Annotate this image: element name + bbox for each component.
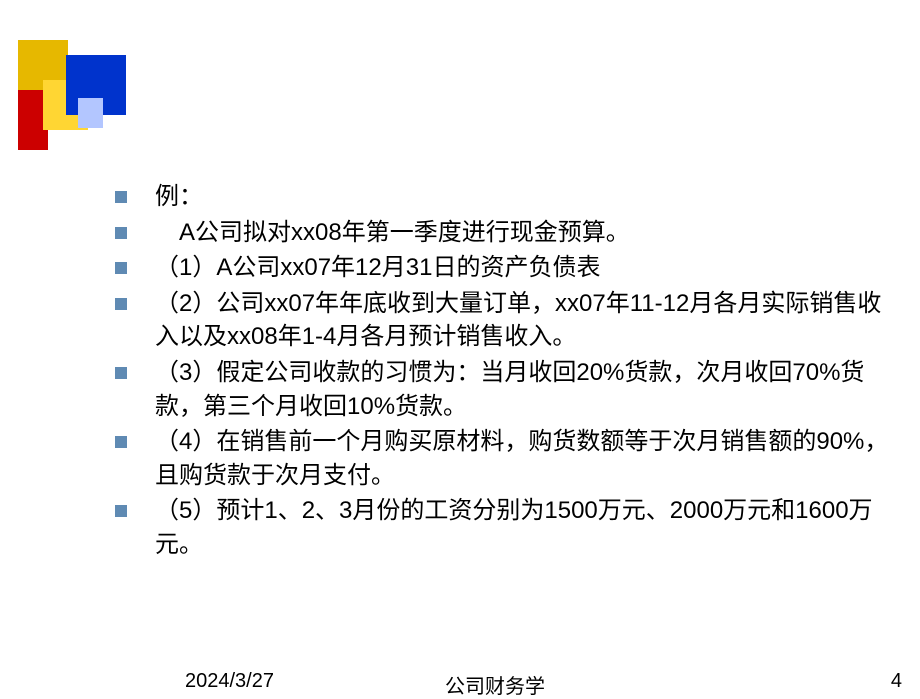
bullet-icon (115, 436, 127, 448)
slide-content: 例： A公司拟对xx08年第一季度进行现金预算。（1）A公司xx07年12月31… (115, 180, 890, 564)
bullet-icon (115, 367, 127, 379)
list-item: （2）公司xx07年年底收到大量订单，xx07年11-12月各月实际销售收入以及… (115, 287, 890, 354)
bullet-icon (115, 191, 127, 203)
bullet-icon (115, 227, 127, 239)
list-item: （3）假定公司收款的习惯为：当月收回20%货款，次月收回70%货款，第三个月收回… (115, 356, 890, 423)
list-item: （5）预计1、2、3月份的工资分别为1500万元、2000万元和1600万元。 (115, 494, 890, 561)
bullet-icon (115, 505, 127, 517)
decoration-block (78, 98, 103, 128)
list-item: 例： (115, 180, 890, 214)
list-item-text: A公司拟对xx08年第一季度进行现金预算。 (155, 216, 630, 250)
list-item-text: （1）A公司xx07年12月31日的资产负债表 (155, 251, 600, 285)
list-item-text: （5）预计1、2、3月份的工资分别为1500万元、2000万元和1600万元。 (155, 494, 890, 561)
bullet-icon (115, 262, 127, 274)
bullet-icon (115, 298, 127, 310)
corner-decoration (18, 40, 168, 150)
list-item-text: （2）公司xx07年年底收到大量订单，xx07年11-12月各月实际销售收入以及… (155, 287, 890, 354)
footer-title: 公司财务学 (445, 670, 545, 699)
list-item-text: （4）在销售前一个月购买原材料，购货数额等于次月销售额的90%，且购货款于次月支… (155, 425, 890, 492)
list-item: A公司拟对xx08年第一季度进行现金预算。 (115, 216, 890, 250)
list-item-text: （3）假定公司收款的习惯为：当月收回20%货款，次月收回70%货款，第三个月收回… (155, 356, 890, 423)
list-item: （1）A公司xx07年12月31日的资产负债表 (115, 251, 890, 285)
list-item-text: 例： (155, 180, 203, 214)
list-item: （4）在销售前一个月购买原材料，购货数额等于次月销售额的90%，且购货款于次月支… (115, 425, 890, 492)
